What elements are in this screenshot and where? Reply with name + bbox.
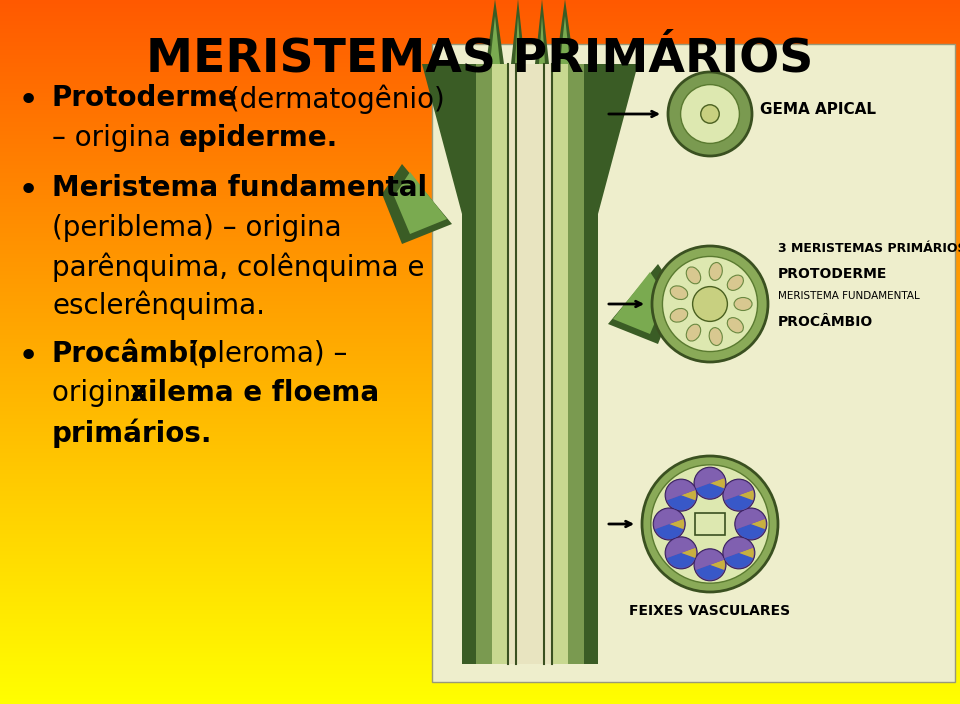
- Circle shape: [665, 479, 697, 511]
- Circle shape: [734, 508, 767, 540]
- Ellipse shape: [686, 324, 701, 341]
- Text: Meristema fundamental: Meristema fundamental: [52, 174, 427, 202]
- Text: origina: origina: [52, 379, 157, 407]
- Text: – origina a: – origina a: [52, 124, 205, 152]
- Wedge shape: [666, 538, 695, 558]
- Text: PROCÂMBIO: PROCÂMBIO: [778, 315, 874, 329]
- Ellipse shape: [670, 286, 687, 299]
- Wedge shape: [735, 509, 765, 529]
- Wedge shape: [736, 524, 765, 539]
- Circle shape: [665, 537, 697, 569]
- Text: xilema e floema: xilema e floema: [130, 379, 379, 407]
- Text: PROTODERME: PROTODERME: [778, 267, 887, 281]
- Wedge shape: [682, 548, 696, 558]
- Bar: [492, 64, 568, 664]
- Wedge shape: [724, 538, 753, 558]
- Wedge shape: [710, 478, 725, 489]
- Text: (dermatogênio): (dermatogênio): [220, 84, 444, 113]
- Circle shape: [723, 537, 755, 569]
- Polygon shape: [535, 0, 549, 64]
- Wedge shape: [695, 468, 724, 489]
- Ellipse shape: [686, 267, 701, 284]
- Circle shape: [694, 467, 726, 499]
- Polygon shape: [490, 16, 500, 64]
- Wedge shape: [695, 550, 724, 570]
- Circle shape: [701, 105, 719, 123]
- Ellipse shape: [670, 308, 687, 322]
- Polygon shape: [511, 0, 525, 64]
- Polygon shape: [382, 164, 452, 244]
- Text: Protoderme: Protoderme: [52, 84, 238, 112]
- Wedge shape: [654, 509, 684, 529]
- Wedge shape: [710, 560, 725, 570]
- Polygon shape: [515, 16, 521, 64]
- Text: GEMA APICAL: GEMA APICAL: [760, 101, 876, 116]
- Circle shape: [668, 72, 752, 156]
- Text: FEIXES VASCULARES: FEIXES VASCULARES: [630, 604, 791, 618]
- Ellipse shape: [728, 275, 743, 290]
- Circle shape: [694, 549, 726, 581]
- Wedge shape: [696, 565, 724, 580]
- Ellipse shape: [709, 327, 722, 346]
- FancyBboxPatch shape: [432, 44, 955, 682]
- Bar: [476, 64, 584, 664]
- Text: MERISTEMAS PRIMÁRIOS: MERISTEMAS PRIMÁRIOS: [146, 36, 814, 81]
- Wedge shape: [655, 524, 684, 539]
- Circle shape: [692, 287, 728, 322]
- Text: •: •: [18, 84, 39, 118]
- Text: •: •: [18, 174, 39, 208]
- Wedge shape: [667, 553, 695, 568]
- Polygon shape: [486, 0, 504, 64]
- Wedge shape: [751, 519, 766, 529]
- Polygon shape: [422, 64, 462, 214]
- Text: parênquima, colênquima e: parênquima, colênquima e: [52, 252, 424, 282]
- Wedge shape: [669, 519, 684, 529]
- Wedge shape: [682, 490, 696, 501]
- Bar: [462, 64, 598, 664]
- Ellipse shape: [734, 298, 752, 310]
- Text: MERISTEMA FUNDAMENTAL: MERISTEMA FUNDAMENTAL: [778, 291, 920, 301]
- Circle shape: [662, 256, 757, 351]
- Wedge shape: [696, 483, 724, 498]
- Polygon shape: [608, 264, 678, 344]
- Circle shape: [681, 84, 739, 144]
- Wedge shape: [724, 480, 753, 501]
- Wedge shape: [666, 480, 695, 501]
- Polygon shape: [556, 0, 574, 64]
- Circle shape: [651, 465, 769, 583]
- Bar: [508, 64, 552, 664]
- Wedge shape: [725, 495, 753, 510]
- Polygon shape: [598, 64, 638, 214]
- Circle shape: [653, 508, 685, 540]
- Text: 3 MERISTEMAS PRIMÁRIOS :: 3 MERISTEMAS PRIMÁRIOS :: [778, 242, 960, 256]
- Wedge shape: [725, 553, 753, 568]
- Text: (pleroma) –: (pleroma) –: [180, 340, 348, 368]
- Polygon shape: [613, 272, 666, 334]
- Text: esclerênquima.: esclerênquima.: [52, 290, 265, 320]
- Circle shape: [642, 456, 778, 592]
- Polygon shape: [560, 16, 570, 64]
- Wedge shape: [739, 548, 754, 558]
- Circle shape: [652, 246, 768, 362]
- Ellipse shape: [728, 318, 743, 333]
- Circle shape: [723, 479, 755, 511]
- Text: •: •: [18, 340, 39, 374]
- Text: (periblema) – origina: (periblema) – origina: [52, 214, 342, 242]
- Text: primários.: primários.: [52, 418, 212, 448]
- Text: Procâmbio: Procâmbio: [52, 340, 218, 368]
- Text: epiderme.: epiderme.: [179, 124, 338, 152]
- Wedge shape: [667, 495, 695, 510]
- Polygon shape: [539, 16, 545, 64]
- Polygon shape: [394, 172, 447, 234]
- Bar: [695, 513, 725, 535]
- Wedge shape: [739, 490, 754, 501]
- Ellipse shape: [709, 263, 722, 280]
